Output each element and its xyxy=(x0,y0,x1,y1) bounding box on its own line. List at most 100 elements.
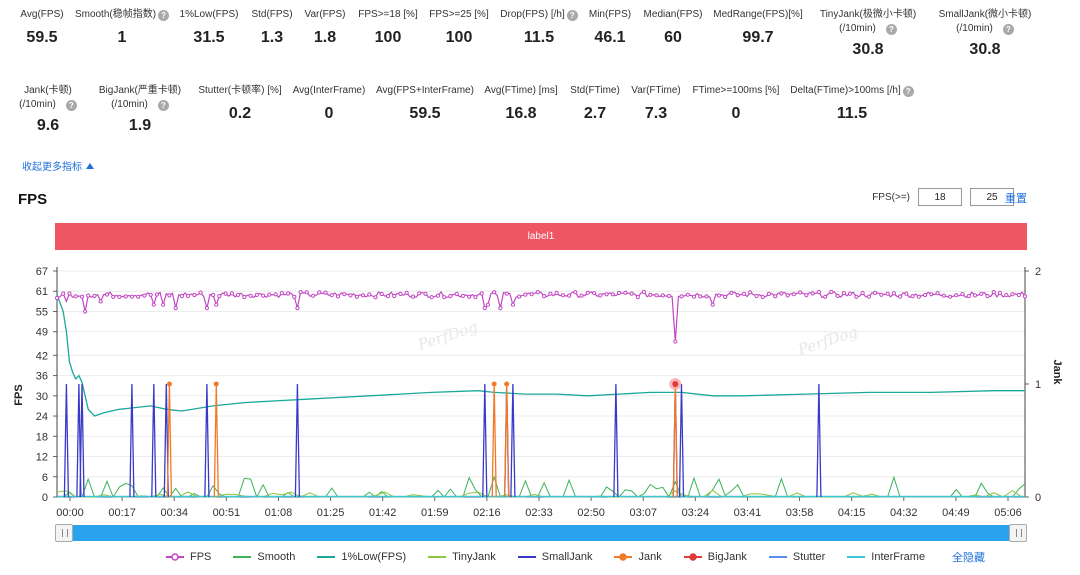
legend-item-1-low-fps-[interactable]: 1%Low(FPS) xyxy=(317,551,406,563)
help-icon[interactable]: ? xyxy=(566,10,578,21)
fps-threshold-input-1[interactable] xyxy=(918,188,962,206)
x-tick-label: 01:42 xyxy=(369,507,397,519)
x-tick-label: 02:50 xyxy=(577,507,605,519)
metric-label-text: 1%Low(FPS) xyxy=(179,9,239,20)
fps-point xyxy=(179,293,184,299)
slider-handle-right[interactable] xyxy=(1009,524,1027,542)
series-smalljank-spike xyxy=(510,383,516,498)
metric-label: MedRange(FPS)[%] xyxy=(678,8,838,22)
slider-handle-left[interactable] xyxy=(55,524,73,542)
help-icon[interactable]: ? xyxy=(158,10,170,21)
metric-label: Std(FPS) xyxy=(192,8,352,22)
fps-point xyxy=(482,306,487,311)
help-icon[interactable]: ? xyxy=(885,24,897,35)
y-tick-label: 42 xyxy=(36,350,48,362)
y2-tick-label: 2 xyxy=(1035,266,1041,278)
fps-point xyxy=(579,293,584,298)
fps-point xyxy=(186,293,191,299)
fps-point xyxy=(985,294,990,299)
legend-item-fps[interactable]: FPS xyxy=(166,551,211,563)
fps-point xyxy=(648,292,653,297)
fps-point xyxy=(198,290,203,295)
legend-label: TinyJank xyxy=(452,551,496,563)
fps-point xyxy=(229,291,234,296)
hide-all-button[interactable]: 全隐藏 xyxy=(952,552,985,564)
fps-point xyxy=(592,291,597,296)
metric-row1-4: Var(FPS) 1.8 xyxy=(245,8,405,48)
metric-label-text: Avg(FPS) xyxy=(20,9,64,20)
metric-value: 100 xyxy=(374,29,402,46)
fps-point xyxy=(61,291,66,296)
fps-point xyxy=(716,293,722,298)
fps-point xyxy=(954,293,959,298)
y-tick-label: 61 xyxy=(36,286,48,298)
metric-row2-8: FTime>=100ms [%] 0 xyxy=(656,84,816,124)
fps-point xyxy=(629,291,634,296)
metric-value: 100 xyxy=(445,29,473,46)
fps-point xyxy=(773,294,778,299)
help-icon[interactable]: ? xyxy=(1002,24,1014,35)
fps-point xyxy=(348,293,353,298)
fps-point xyxy=(223,291,228,296)
fps-point xyxy=(891,291,897,296)
legend-label: Smooth xyxy=(257,551,296,563)
metrics-row-2: Jank(卡顿) (/10min)? 9.6 BigJank(严重卡顿) (/10min… xyxy=(0,84,1080,144)
legend-item-smooth[interactable]: Smooth xyxy=(233,551,295,563)
legend-item-stutter[interactable]: Stutter xyxy=(768,551,825,563)
metric-unit-text: (/10min) xyxy=(111,99,148,110)
series-smooth xyxy=(57,475,1026,499)
fps-point xyxy=(741,291,747,297)
legend-label: 1%Low(FPS) xyxy=(341,551,407,563)
legend-item-smalljank[interactable]: SmallJank xyxy=(517,551,592,563)
fps-point xyxy=(504,291,509,296)
legend-item-bigjank[interactable]: BigJank xyxy=(683,551,747,563)
fps-point xyxy=(1004,292,1009,298)
fps-point xyxy=(635,295,640,300)
fps-point xyxy=(510,302,516,307)
help-icon[interactable]: ? xyxy=(65,100,77,111)
fps-threshold-input-2[interactable] xyxy=(970,188,1014,206)
help-icon[interactable]: ? xyxy=(902,86,914,97)
legend-item-jank[interactable]: Jank xyxy=(614,551,662,563)
metric-label-unit: (/10min)? xyxy=(905,22,1065,36)
metric-label: Stutter(卡顿率) [%] xyxy=(160,84,320,98)
legend-label: InterFrame xyxy=(871,551,926,563)
fps-point xyxy=(214,302,219,307)
fps-point xyxy=(429,295,434,300)
series-jank-spike xyxy=(491,383,497,498)
label-bar[interactable]: label1 xyxy=(55,223,1027,250)
fps-point xyxy=(129,294,134,299)
fps-point xyxy=(1016,292,1021,298)
reset-button[interactable]: 重置 xyxy=(1005,193,1027,205)
metric-label-text: Smooth(稳帧指数) xyxy=(74,9,157,20)
metric-value: 7.3 xyxy=(644,105,668,122)
fps-chart[interactable]: PerfDog PerfDog 0612182430364249556167012… xyxy=(0,255,1080,520)
metric-row2-9: Delta(FTime)>100ms [/h]? 11.5 xyxy=(772,84,932,124)
fps-point xyxy=(673,339,678,344)
metric-value: 60 xyxy=(664,29,682,46)
fps-point xyxy=(554,290,559,296)
fps-point xyxy=(304,290,309,295)
x-tick-label: 01:25 xyxy=(317,507,345,519)
metric-value: 11.5 xyxy=(523,29,555,46)
legend-item-interframe[interactable]: InterFrame xyxy=(847,551,925,563)
slider-track[interactable] xyxy=(55,525,1027,541)
help-icon[interactable]: ? xyxy=(157,100,169,111)
series-jank-spike xyxy=(672,383,678,498)
fps-point xyxy=(798,290,803,295)
fps-point xyxy=(148,292,153,297)
metric-label: Median(FPS) xyxy=(593,8,753,22)
legend-swatch-icon xyxy=(614,553,633,561)
series-smalljank-spike xyxy=(613,383,619,498)
fps-point xyxy=(204,306,209,311)
y-tick-label: 49 xyxy=(36,327,48,339)
time-range-slider[interactable] xyxy=(55,524,1027,542)
metric-row1-12: SmallJank(微小卡顿) (/10min)? 30.8 xyxy=(905,8,1065,60)
x-tick-label: 01:59 xyxy=(421,507,449,519)
fps-point xyxy=(367,292,372,297)
metric-row2-5: Avg(FTime) [ms] 16.8 xyxy=(441,84,601,124)
fps-point xyxy=(435,293,441,298)
x-tick-label: 04:49 xyxy=(942,507,970,519)
collapse-metrics-link[interactable]: 收起更多指标 xyxy=(22,158,94,173)
legend-item-tinyjank[interactable]: TinyJank xyxy=(428,551,496,563)
